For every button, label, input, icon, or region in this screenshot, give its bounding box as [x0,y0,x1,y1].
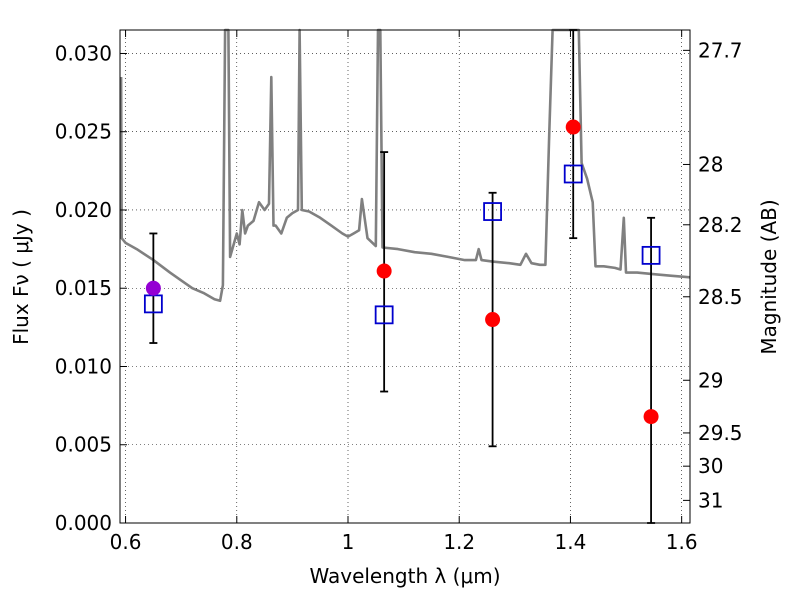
model-photometry-point [483,202,502,221]
mag-tick-label: 29.5 [698,421,743,445]
measurement-point [376,263,392,279]
measurement-point [565,119,581,135]
x-tick-label: 1 [342,530,355,554]
y-axis-left: 0.000 0.005 0.010 0.015 0.020 0.025 0.030 [55,41,127,535]
mag-tick-label: 28.5 [698,285,743,309]
plot-frame [119,29,691,524]
x-tick-label: 0.8 [221,530,253,554]
mag-tick-label: 27.7 [698,38,743,62]
y-tick-label: 0.025 [55,120,112,144]
y-tick-label: 0.020 [55,198,112,222]
y-axis-right: 27.7 28 28.2 28.5 29 29.5 30 31 [683,38,743,512]
plot-area [120,30,690,523]
y-axis-right-title: Magnitude (AB) [757,199,781,354]
mag-tick-label: 31 [698,488,723,512]
measurement-point [145,280,161,296]
y-tick-label: 0.005 [55,433,112,457]
mag-tick-label: 28 [698,152,723,176]
x-tick-label: 1.4 [555,530,587,554]
model-photometry-point [563,164,583,184]
measurement-layer [145,119,659,425]
model-point-layer [143,164,661,325]
y-tick-label: 0.015 [55,276,112,300]
mag-tick-label: 29 [698,368,723,392]
x-tick-label: 1.6 [666,530,698,554]
model-photometry-point [641,245,661,265]
mag-tick-label: 30 [698,454,723,478]
x-axis-title: Wavelength λ (μm) [309,564,500,588]
y-tick-label: 0.010 [55,354,112,378]
y-tick-label: 0.030 [55,41,112,65]
y-axis-left-title: Flux Fν ( μJy ) [9,209,33,345]
model-photometry-point [374,305,394,325]
measurement-point [643,409,659,425]
x-tick-label: 0.6 [110,530,142,554]
x-axis: 0.6 0.8 1 1.2 1.4 1.6 [110,30,698,554]
x-tick-label: 1.2 [443,530,475,554]
mag-tick-label: 28.2 [698,213,743,237]
y-tick-label: 0.000 [55,511,112,535]
measurement-point [485,312,501,328]
